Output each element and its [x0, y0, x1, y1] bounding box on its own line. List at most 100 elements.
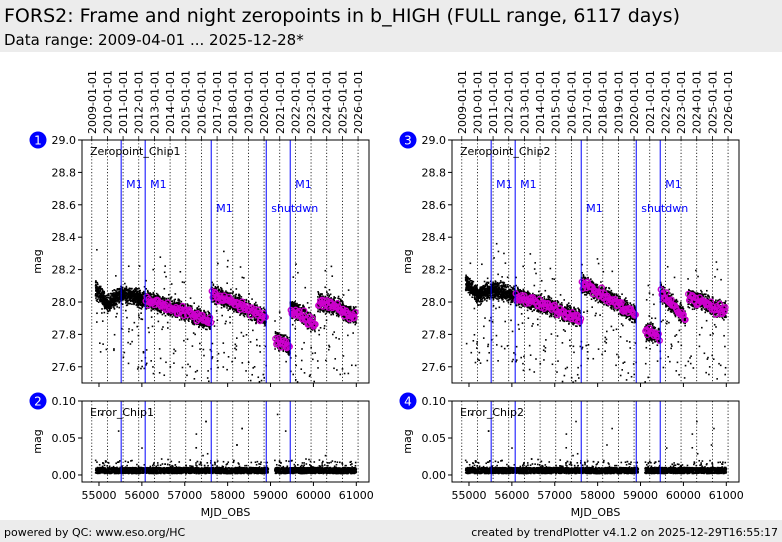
frame-point	[252, 367, 255, 369]
frame-point	[125, 285, 128, 288]
frame-point	[122, 356, 125, 359]
frame-point	[193, 323, 196, 326]
frame-point	[235, 311, 238, 313]
frame-point	[187, 304, 190, 307]
frame-point	[209, 348, 212, 351]
frame-point	[140, 299, 142, 301]
frame-point	[128, 302, 130, 305]
frame-point	[118, 298, 120, 300]
frame-point	[113, 303, 116, 305]
frame-point	[275, 332, 278, 334]
frame-point	[170, 313, 172, 316]
panel-1: 2009-01-01 2010-01-01 2011-01-01 2012-01-01…	[29, 70, 370, 387]
frame-point	[291, 323, 294, 326]
frame-point	[112, 297, 114, 299]
frame-point	[105, 348, 108, 351]
frame-point	[224, 293, 226, 296]
frame-point	[245, 370, 247, 372]
frame-point	[183, 318, 185, 321]
frame-point	[319, 311, 321, 313]
frame-point	[155, 295, 158, 297]
frame-point	[215, 303, 218, 305]
frame-point	[177, 301, 180, 304]
frame-point	[124, 296, 126, 298]
frame-point	[110, 297, 113, 300]
frame-point	[292, 373, 294, 376]
frame-point	[127, 294, 129, 296]
frame-points	[94, 248, 358, 383]
frame-point	[95, 299, 98, 301]
frame-point	[285, 346, 287, 349]
frame-point	[135, 287, 137, 289]
frame-point	[125, 297, 128, 300]
frame-point	[160, 297, 162, 300]
frame-point	[101, 300, 103, 303]
frame-point	[123, 293, 126, 296]
frame-point	[200, 324, 202, 326]
frame-point	[127, 362, 130, 365]
frame-point	[102, 295, 105, 297]
frame-point	[120, 327, 123, 330]
frame-point	[257, 320, 260, 323]
frame-point	[180, 317, 183, 319]
frame-point	[150, 360, 152, 362]
frame-point	[116, 297, 119, 299]
frame-point	[102, 343, 104, 345]
frame-point	[147, 327, 150, 329]
frame-point	[247, 318, 250, 321]
frame-point	[109, 309, 111, 312]
frame-point	[226, 305, 228, 307]
frame-point	[95, 284, 97, 287]
frame-point	[126, 316, 128, 319]
frame-point	[115, 297, 117, 299]
frame-point	[292, 276, 295, 278]
frame-point	[296, 305, 299, 308]
frame-point	[341, 302, 344, 305]
frame-point	[123, 287, 126, 290]
frame-point	[118, 306, 120, 309]
frame-point	[317, 293, 320, 296]
frame-point	[333, 311, 335, 313]
frame-point	[199, 342, 201, 345]
frame-point	[324, 269, 327, 272]
frame-point	[114, 290, 117, 292]
frame-point	[321, 295, 324, 297]
frame-point	[105, 304, 108, 307]
frame-point	[191, 345, 194, 347]
frame-point	[242, 335, 245, 337]
frame-point	[285, 360, 287, 363]
frame-point	[110, 292, 113, 295]
frame-point	[328, 295, 330, 298]
frame-point	[100, 288, 102, 290]
frame-point	[240, 299, 242, 302]
frame-point	[114, 304, 117, 306]
frame-point	[110, 295, 112, 297]
frame-point	[139, 289, 142, 292]
frame-point	[145, 364, 147, 366]
frame-point	[284, 334, 287, 337]
frame-point	[127, 302, 129, 305]
frame-point	[105, 301, 108, 304]
frame-point	[154, 296, 156, 298]
frame-point	[235, 288, 238, 290]
frame-point	[228, 295, 230, 297]
frame-point	[263, 377, 266, 379]
frame-point	[133, 321, 136, 324]
frame-point	[105, 303, 108, 306]
frame-point	[121, 294, 124, 296]
frame-point	[96, 300, 98, 303]
frame-point	[147, 297, 149, 300]
frame-point	[106, 305, 109, 307]
frame-point	[133, 295, 136, 298]
frame-point	[338, 338, 340, 340]
frame-point	[101, 320, 104, 322]
plot-area	[91, 140, 359, 383]
frame-point	[327, 293, 329, 295]
frame-point	[97, 301, 100, 304]
frame-point	[173, 348, 175, 351]
frame-point	[333, 331, 336, 333]
frame-point	[303, 308, 305, 310]
frame-point	[264, 320, 267, 323]
frame-point	[172, 352, 175, 355]
frame-point	[113, 304, 116, 307]
